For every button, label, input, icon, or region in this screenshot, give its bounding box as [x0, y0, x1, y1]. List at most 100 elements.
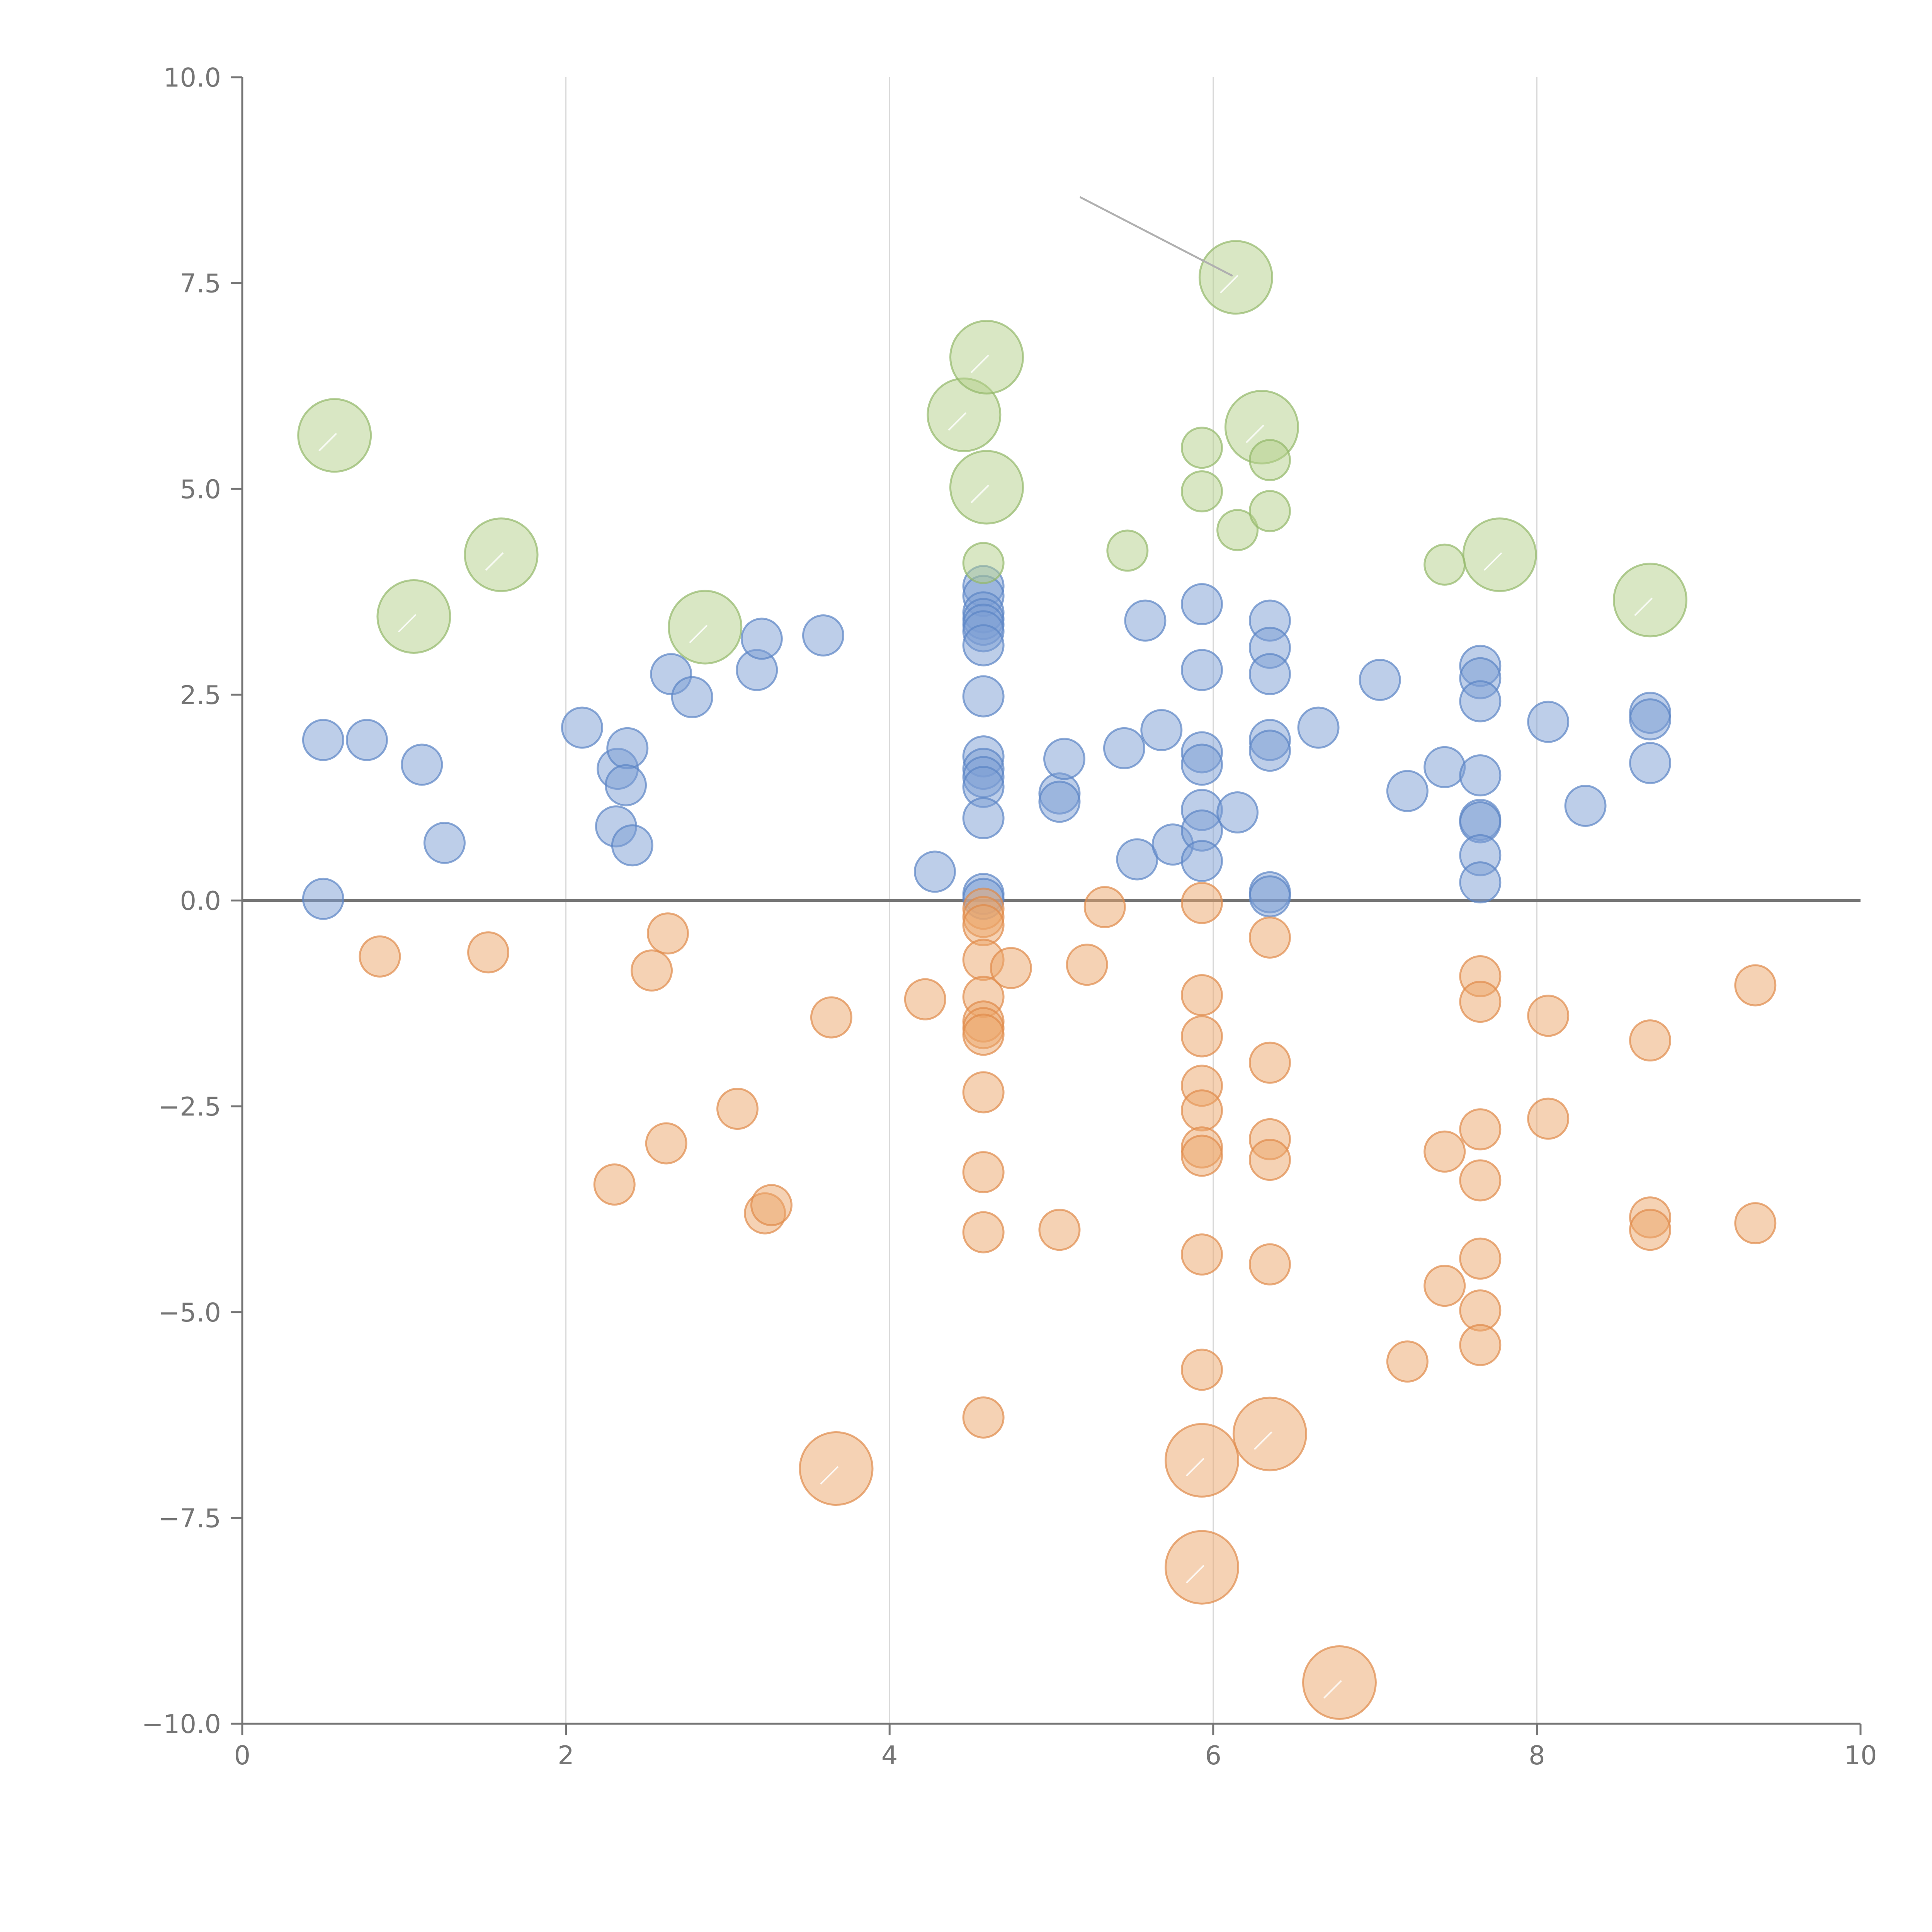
x-tick-label: 0	[234, 1740, 251, 1770]
data-point-orange	[990, 947, 1032, 989]
data-point-blue	[1459, 754, 1502, 797]
y-tick-label: −2.5	[158, 1092, 221, 1122]
data-point-orange	[962, 1071, 1005, 1114]
y-tick-label: 10.0	[163, 63, 221, 93]
data-point-highlight	[1246, 425, 1264, 443]
y-tick-label: −5.0	[158, 1298, 221, 1328]
x-tick-label: 8	[1529, 1740, 1545, 1770]
data-points	[297, 240, 1777, 1720]
data-point-blue	[302, 719, 344, 761]
data-point-blue	[1564, 784, 1607, 827]
y-tick-label: −10.0	[142, 1709, 221, 1739]
data-point-orange	[359, 935, 401, 978]
annotation-leader-line	[1079, 196, 1233, 277]
data-point-green	[1248, 439, 1291, 481]
data-point-orange	[1459, 1159, 1502, 1202]
data-point-blue	[1248, 875, 1291, 918]
data-point-green	[962, 542, 1005, 584]
data-point-blue	[1180, 743, 1223, 786]
data-point-orange	[750, 1184, 793, 1226]
data-point-orange	[1038, 1209, 1081, 1251]
y-tick-label: 2.5	[180, 680, 221, 710]
data-point-orange	[1180, 974, 1223, 1017]
data-point-highlight	[485, 552, 504, 571]
data-point-orange	[1248, 916, 1291, 959]
data-point-blue	[1180, 840, 1223, 882]
data-point-blue	[802, 614, 844, 656]
x-axis-ticks: 0 2 4 6 8 10	[234, 1724, 1877, 1770]
data-point-highlight	[971, 354, 989, 373]
data-point-orange	[1459, 1108, 1502, 1151]
data-point-blue	[1527, 701, 1570, 743]
data-point-green	[1216, 509, 1259, 551]
data-point-orange	[1423, 1130, 1466, 1173]
y-tick-label: 7.5	[180, 269, 221, 299]
data-point-orange	[962, 1014, 1005, 1056]
data-point-blue	[1124, 599, 1167, 642]
data-point-orange	[1248, 1041, 1291, 1084]
data-point-orange	[810, 996, 852, 1039]
data-point-highlight	[398, 614, 417, 633]
data-point-blue	[1423, 746, 1466, 788]
data-point-orange	[1066, 944, 1108, 986]
data-point-orange	[962, 1151, 1005, 1194]
data-point-blue	[605, 764, 647, 806]
data-point-highlight	[1323, 1680, 1342, 1699]
data-point-orange	[1180, 882, 1223, 924]
x-tick-label: 4	[881, 1740, 898, 1770]
data-point-highlight	[1186, 1565, 1204, 1583]
annotations	[1079, 196, 1233, 277]
data-point-highlight	[1634, 597, 1653, 616]
data-point-blue	[962, 624, 1005, 667]
x-tick-label: 2	[558, 1740, 574, 1770]
data-point-highlight	[689, 624, 708, 643]
data-point-orange	[1629, 1209, 1672, 1251]
data-point-orange	[1180, 1134, 1223, 1177]
data-point-green	[1423, 543, 1466, 586]
data-point-green	[1180, 427, 1223, 469]
data-point-orange	[962, 1396, 1005, 1439]
data-point-blue	[1359, 659, 1401, 701]
data-point-green	[1180, 470, 1223, 513]
data-point-blue	[962, 675, 1005, 718]
data-point-highlight	[948, 412, 967, 431]
y-tick-label: 0.0	[180, 886, 221, 916]
data-point-orange	[1180, 1349, 1223, 1391]
data-point-orange	[1459, 1237, 1502, 1280]
data-point-orange	[646, 912, 689, 955]
data-point-orange	[467, 931, 510, 974]
data-point-orange	[1248, 1139, 1291, 1181]
data-point-blue	[302, 878, 344, 920]
data-point-blue	[1248, 653, 1291, 696]
data-point-green	[1248, 490, 1291, 532]
data-point-orange	[593, 1163, 636, 1206]
data-point-blue	[1629, 742, 1672, 784]
data-point-orange	[1459, 981, 1502, 1023]
data-point-blue	[1140, 709, 1183, 751]
data-point-blue	[1216, 791, 1259, 834]
data-point-blue	[1116, 838, 1158, 881]
data-point-orange	[1527, 995, 1570, 1037]
data-point-blue	[611, 824, 653, 867]
data-point-blue	[423, 821, 466, 864]
data-point-highlight	[1186, 1458, 1204, 1476]
y-axis-ticks: 10.0 7.5 5.0 2.5 0.0 −2.5 −5.0 −7.5 −10.0	[142, 63, 242, 1739]
data-point-orange	[1386, 1340, 1429, 1383]
data-point-orange	[1734, 1202, 1777, 1245]
data-point-orange	[904, 978, 946, 1020]
data-point-blue	[1043, 738, 1086, 780]
data-point-blue	[561, 706, 603, 749]
y-tick-label: −7.5	[158, 1503, 221, 1533]
data-point-highlight	[318, 433, 337, 452]
data-point-highlight	[971, 485, 989, 503]
data-point-orange	[1180, 1233, 1223, 1276]
data-point-blue	[345, 719, 388, 761]
y-tick-label: 5.0	[180, 474, 221, 504]
data-point-blue	[740, 617, 783, 660]
data-point-blue	[1180, 583, 1223, 626]
data-point-blue	[1180, 649, 1223, 691]
data-point-orange	[1527, 1097, 1570, 1140]
x-tick-label: 6	[1205, 1740, 1221, 1770]
data-point-orange	[1459, 1324, 1502, 1366]
